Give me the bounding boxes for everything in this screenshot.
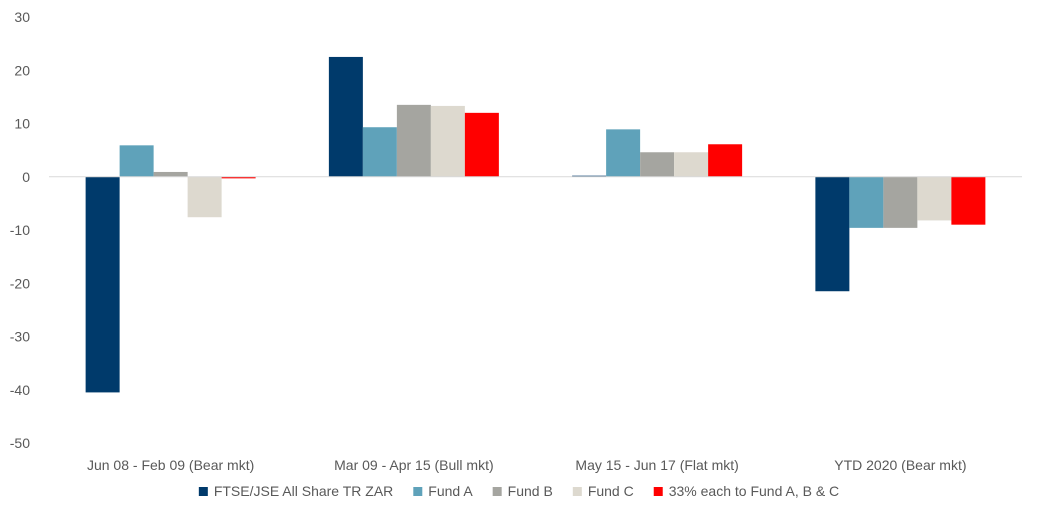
category-label: Jun 08 - Feb 09 (Bear mkt): [87, 457, 254, 473]
legend-label: Fund B: [508, 483, 553, 499]
y-tick-label: -50: [10, 435, 30, 451]
legend-swatch: [492, 487, 502, 496]
bar: [464, 112, 499, 177]
legend-swatch: [413, 487, 423, 496]
y-tick-label: -20: [10, 275, 30, 291]
y-tick-label: -30: [10, 329, 30, 345]
y-tick-label: 0: [22, 169, 30, 185]
y-axis-ticks: 30 20 10 0 -10 -20 -30 -40 -50: [10, 9, 30, 451]
legend-label: FTSE/JSE All Share TR ZAR: [214, 483, 393, 499]
legend-label: Fund C: [588, 483, 634, 499]
bar: [362, 127, 397, 177]
category-label: May 15 - Jun 17 (Flat mkt): [575, 457, 738, 473]
bars-group: [85, 56, 986, 393]
bar: [430, 105, 465, 177]
bar: [951, 176, 986, 225]
bar: [187, 176, 222, 218]
legend: FTSE/JSE All Share TR ZAR Fund A Fund B Fun…: [198, 483, 839, 499]
y-tick-label: 20: [14, 62, 30, 78]
y-tick-label: -40: [10, 382, 30, 398]
bar: [328, 56, 363, 177]
bar: [572, 175, 607, 177]
bar: [708, 144, 743, 177]
bar: [883, 176, 918, 228]
category-label: Mar 09 - Apr 15 (Bull mkt): [334, 457, 494, 473]
legend-swatch: [198, 487, 208, 496]
legend-label: Fund A: [428, 483, 473, 499]
bar: [153, 171, 188, 177]
bar: [674, 152, 709, 177]
bar: [221, 176, 256, 179]
category-labels: Jun 08 - Feb 09 (Bear mkt) Mar 09 - Apr 1…: [87, 457, 967, 473]
bar: [606, 129, 641, 177]
legend-label: 33% each to Fund A, B & C: [669, 483, 839, 499]
bar: [396, 104, 431, 177]
bar: [119, 145, 154, 177]
y-tick-label: 10: [14, 116, 30, 132]
bar: [917, 176, 952, 221]
category-label: YTD 2020 (Bear mkt): [834, 457, 966, 473]
legend-swatch: [572, 487, 582, 496]
bar: [640, 152, 675, 177]
bar: [85, 176, 120, 393]
bar: [849, 176, 884, 228]
legend-swatch: [653, 487, 663, 496]
y-tick-label: -10: [10, 222, 30, 238]
bar: [815, 176, 850, 292]
y-tick-label: 30: [14, 9, 30, 25]
